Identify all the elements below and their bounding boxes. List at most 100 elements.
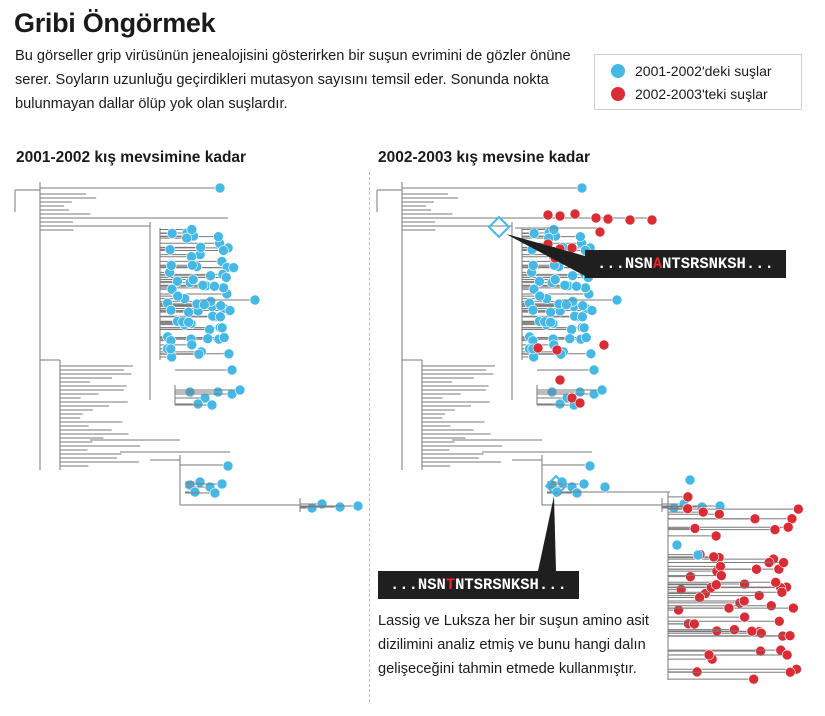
strain-dot	[172, 290, 184, 302]
strain-dot	[183, 306, 194, 318]
strain-dot	[224, 305, 236, 316]
strain-dot	[567, 270, 578, 281]
strain-dot	[542, 209, 554, 221]
legend: 2001-2002'deki suşlar 2002-2003'teki suş…	[594, 54, 802, 110]
strain-dot	[586, 305, 598, 316]
strain-dot	[770, 576, 781, 588]
blue-dot-icon	[611, 64, 625, 78]
strain-dot	[216, 478, 228, 490]
strain-dot	[166, 283, 178, 295]
strain-dot	[788, 602, 799, 614]
strain-dot	[218, 245, 229, 256]
strain-dot	[571, 281, 582, 292]
strain-dot	[527, 260, 539, 271]
strain-dot	[611, 294, 623, 306]
strain-dot	[164, 244, 176, 255]
strain-dot	[186, 339, 198, 351]
strain-dot	[166, 228, 178, 239]
strain-dot	[564, 333, 576, 345]
strain-dot	[209, 281, 220, 292]
strain-dot	[739, 611, 750, 623]
strain-dot	[215, 311, 226, 323]
right-panel-title: 2002-2003 kış mevsine kadar	[378, 149, 590, 166]
strain-dot	[554, 398, 566, 410]
strain-dot	[352, 500, 364, 512]
strain-dot	[624, 214, 636, 226]
strain-dot	[548, 224, 560, 235]
strain-dot	[685, 571, 696, 582]
strain-dot	[585, 348, 597, 360]
strain-dot	[766, 600, 777, 612]
strain-dot	[545, 306, 556, 318]
strain-dot	[715, 561, 726, 572]
page-title: Gribi Öngörmek	[14, 8, 216, 38]
strain-dot	[773, 615, 785, 627]
strain-dot	[580, 332, 592, 343]
strain-dot	[588, 364, 600, 376]
strain-dot	[574, 397, 586, 409]
strain-dot	[220, 272, 232, 283]
strain-dot	[532, 342, 544, 354]
strain-dot	[193, 348, 205, 360]
strain-dot	[778, 557, 789, 568]
strain-dot	[187, 274, 199, 285]
strain-dot	[784, 666, 796, 678]
strain-dot	[594, 226, 606, 238]
strain-dot	[710, 530, 722, 542]
phylogenetic-tree-2001-2002	[14, 182, 364, 514]
legend-label: 2002-2003'teki suşlar	[635, 86, 768, 102]
strain-dot	[746, 625, 758, 637]
strain-dot	[334, 501, 346, 513]
strain-dot	[716, 570, 727, 581]
strain-dot	[559, 279, 571, 291]
strain-dot	[751, 563, 762, 575]
strain-dot	[213, 231, 224, 242]
strain-dot	[710, 579, 722, 590]
strain-dot	[646, 214, 658, 226]
strain-dot	[684, 474, 696, 486]
mutation-highlight: T	[445, 576, 456, 594]
mutation-marker-diamond	[487, 215, 511, 239]
strain-dot	[566, 392, 578, 404]
strain-dot	[682, 503, 693, 514]
legend-item-2002-2003: 2002-2003'teki suşlar	[611, 86, 768, 102]
strain-dot	[172, 276, 183, 287]
strain-dot	[682, 491, 694, 503]
strain-dot	[206, 399, 218, 411]
strain-dot	[534, 276, 545, 287]
strain-dot	[784, 630, 796, 642]
strain-dot	[577, 300, 589, 312]
strain-dot	[739, 578, 750, 590]
strain-dot	[738, 595, 750, 607]
red-dot-icon	[611, 87, 625, 101]
strain-dot	[222, 460, 234, 472]
strain-dot	[223, 348, 235, 360]
strain-dot	[755, 627, 767, 639]
strain-dot	[165, 304, 177, 316]
strain-dot	[571, 487, 583, 499]
strain-dot	[602, 213, 614, 225]
strain-dot	[596, 384, 608, 396]
strain-dot	[195, 242, 207, 253]
strain-dot	[729, 624, 740, 635]
sequence-suffix: NTSRSNKSH...	[662, 255, 774, 273]
caption-text: Lassig ve Luksza her bir suşun amino asi…	[378, 613, 649, 677]
strain-dot	[578, 322, 590, 334]
strain-dot	[181, 232, 192, 244]
strain-dot	[228, 262, 239, 274]
sequence-prefix: ...NSN	[390, 576, 446, 594]
strain-dot	[214, 182, 226, 194]
strain-dot	[566, 324, 577, 335]
strain-dot	[576, 182, 588, 194]
strain-dot	[226, 364, 238, 376]
strain-dot	[755, 645, 766, 657]
strain-dot	[673, 604, 684, 616]
strain-dot	[218, 332, 230, 343]
strain-dot	[528, 228, 540, 239]
strain-dot	[534, 290, 546, 302]
strain-dot	[249, 294, 261, 306]
strain-dot	[569, 208, 581, 220]
strain-dot	[545, 317, 556, 328]
strain-dot	[753, 590, 765, 601]
